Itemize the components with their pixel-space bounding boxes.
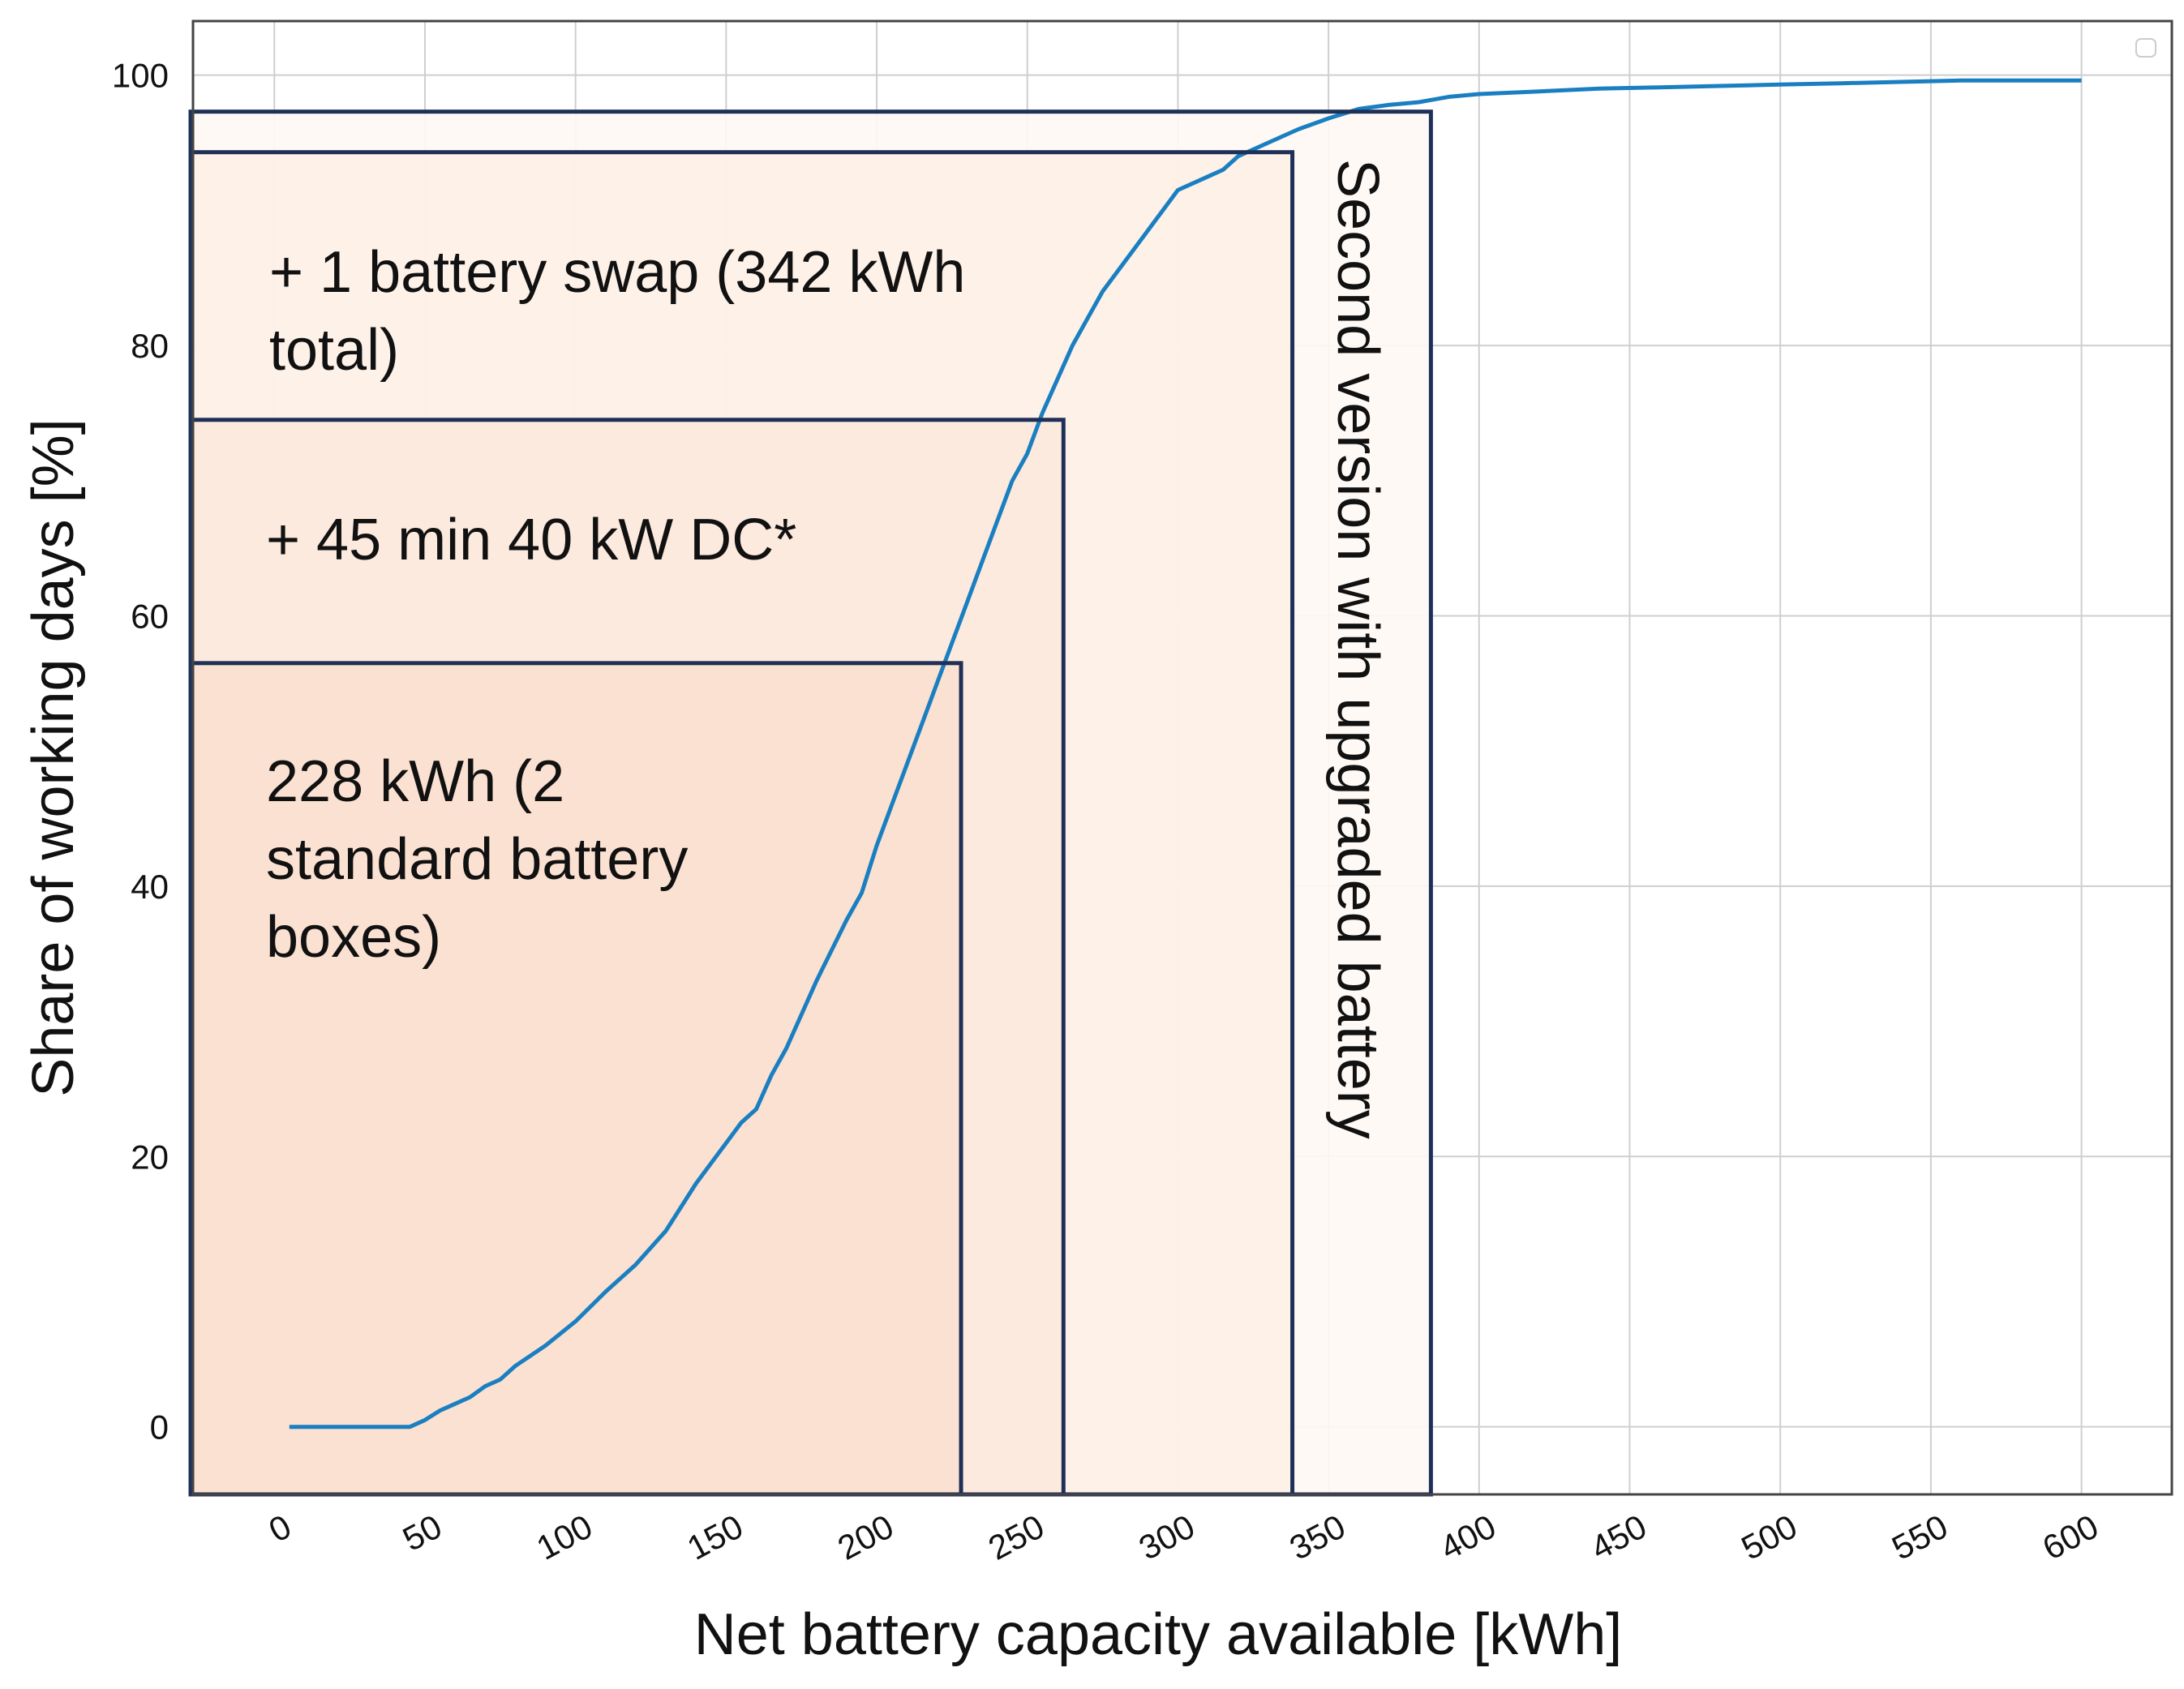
series-layer — [289, 78, 2082, 1430]
y-tick-label: 100 — [112, 57, 169, 95]
y-tick-label: 20 — [131, 1138, 169, 1176]
annotation-labels: 228 kWh (2 standard battery boxes) + 45 min… — [266, 159, 1390, 1139]
y-tick-label: 60 — [131, 597, 169, 635]
legend-box — [2135, 38, 2156, 58]
x-axis-label: Net battery capacity available [kWh] — [694, 1602, 1623, 1667]
annotation-label: standard battery — [266, 827, 688, 892]
annotation-label: + 1 battery swap (342 kWh — [269, 240, 965, 305]
annotation-boxes — [191, 111, 1431, 1495]
y-tick-label: 40 — [131, 868, 169, 906]
annotation-label: total) — [269, 318, 399, 383]
annotation-label: + 45 min 40 kW DC* — [266, 508, 796, 572]
y-axis-label: Share of working days [%] — [21, 418, 86, 1096]
annotation-label: 228 kWh (2 — [266, 749, 564, 814]
y-tick-label: 0 — [150, 1408, 169, 1447]
y-tick-label: 80 — [131, 327, 169, 365]
annotation-label: Second version with upgraded battery — [1325, 159, 1390, 1139]
annotation-label: boxes) — [266, 905, 441, 970]
y-axis-ticks: 0 20 40 60 80 100 — [112, 57, 169, 1447]
plot-frame — [191, 19, 2173, 1496]
series-line — [289, 78, 2082, 1430]
annotation-box-fill — [191, 662, 962, 1494]
